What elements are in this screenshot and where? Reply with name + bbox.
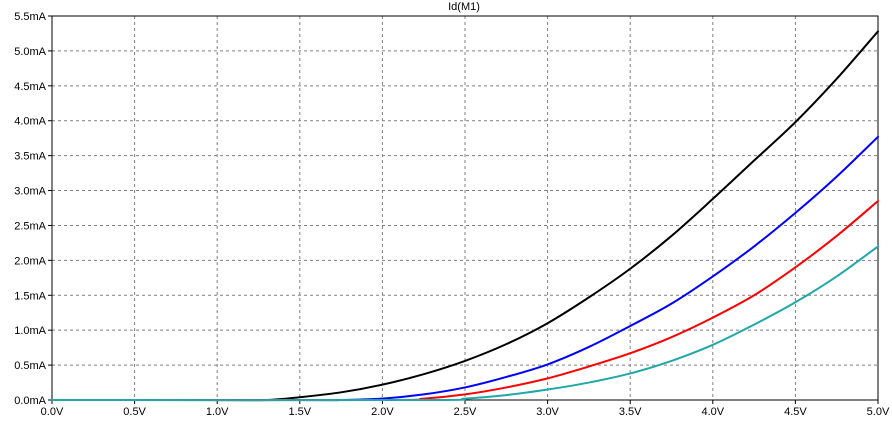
y-tick-label: 4.0mA [14, 116, 46, 128]
grid-layer [52, 16, 878, 400]
chart-title: Id(M1) [448, 1, 480, 13]
x-tick-label: 2.5V [454, 406, 477, 418]
y-tick-label: 4.5mA [14, 81, 46, 93]
x-tick-label: 4.0V [701, 406, 724, 418]
series-line-4 [51, 245, 879, 402]
y-tick-label: 5.5mA [14, 11, 46, 23]
x-tick-label: 1.0V [206, 406, 229, 418]
x-tick-label: 3.0V [536, 406, 559, 418]
x-tick-label: 5.0V [867, 406, 890, 418]
y-tick-label: 1.0mA [14, 325, 46, 337]
y-tick-label: 1.5mA [14, 290, 46, 302]
y-tick-label: 2.0mA [14, 255, 46, 267]
y-tick-label: 0.5mA [14, 360, 46, 372]
axis-layer [48, 15, 879, 404]
x-tick-label: 4.5V [784, 406, 807, 418]
x-tick-label: 3.5V [619, 406, 642, 418]
series-layer [51, 30, 879, 402]
x-tick-label: 1.5V [288, 406, 311, 418]
x-tick-label: 0.0V [41, 406, 64, 418]
y-tick-label: 3.5mA [14, 151, 46, 163]
x-tick-label: 2.0V [371, 406, 394, 418]
y-tick-label: 3.0mA [14, 186, 46, 198]
y-tick-label: 0.0mA [14, 395, 46, 407]
y-tick-label: 5.0mA [14, 46, 46, 58]
label-layer: Id(M1) 0.0V 0.5V 1.0V 1.5V 2.0V 2.5V 3.0V 3.5V 4… [14, 1, 890, 418]
y-tick-label: 2.5mA [14, 220, 46, 232]
x-tick-label: 0.5V [123, 406, 146, 418]
